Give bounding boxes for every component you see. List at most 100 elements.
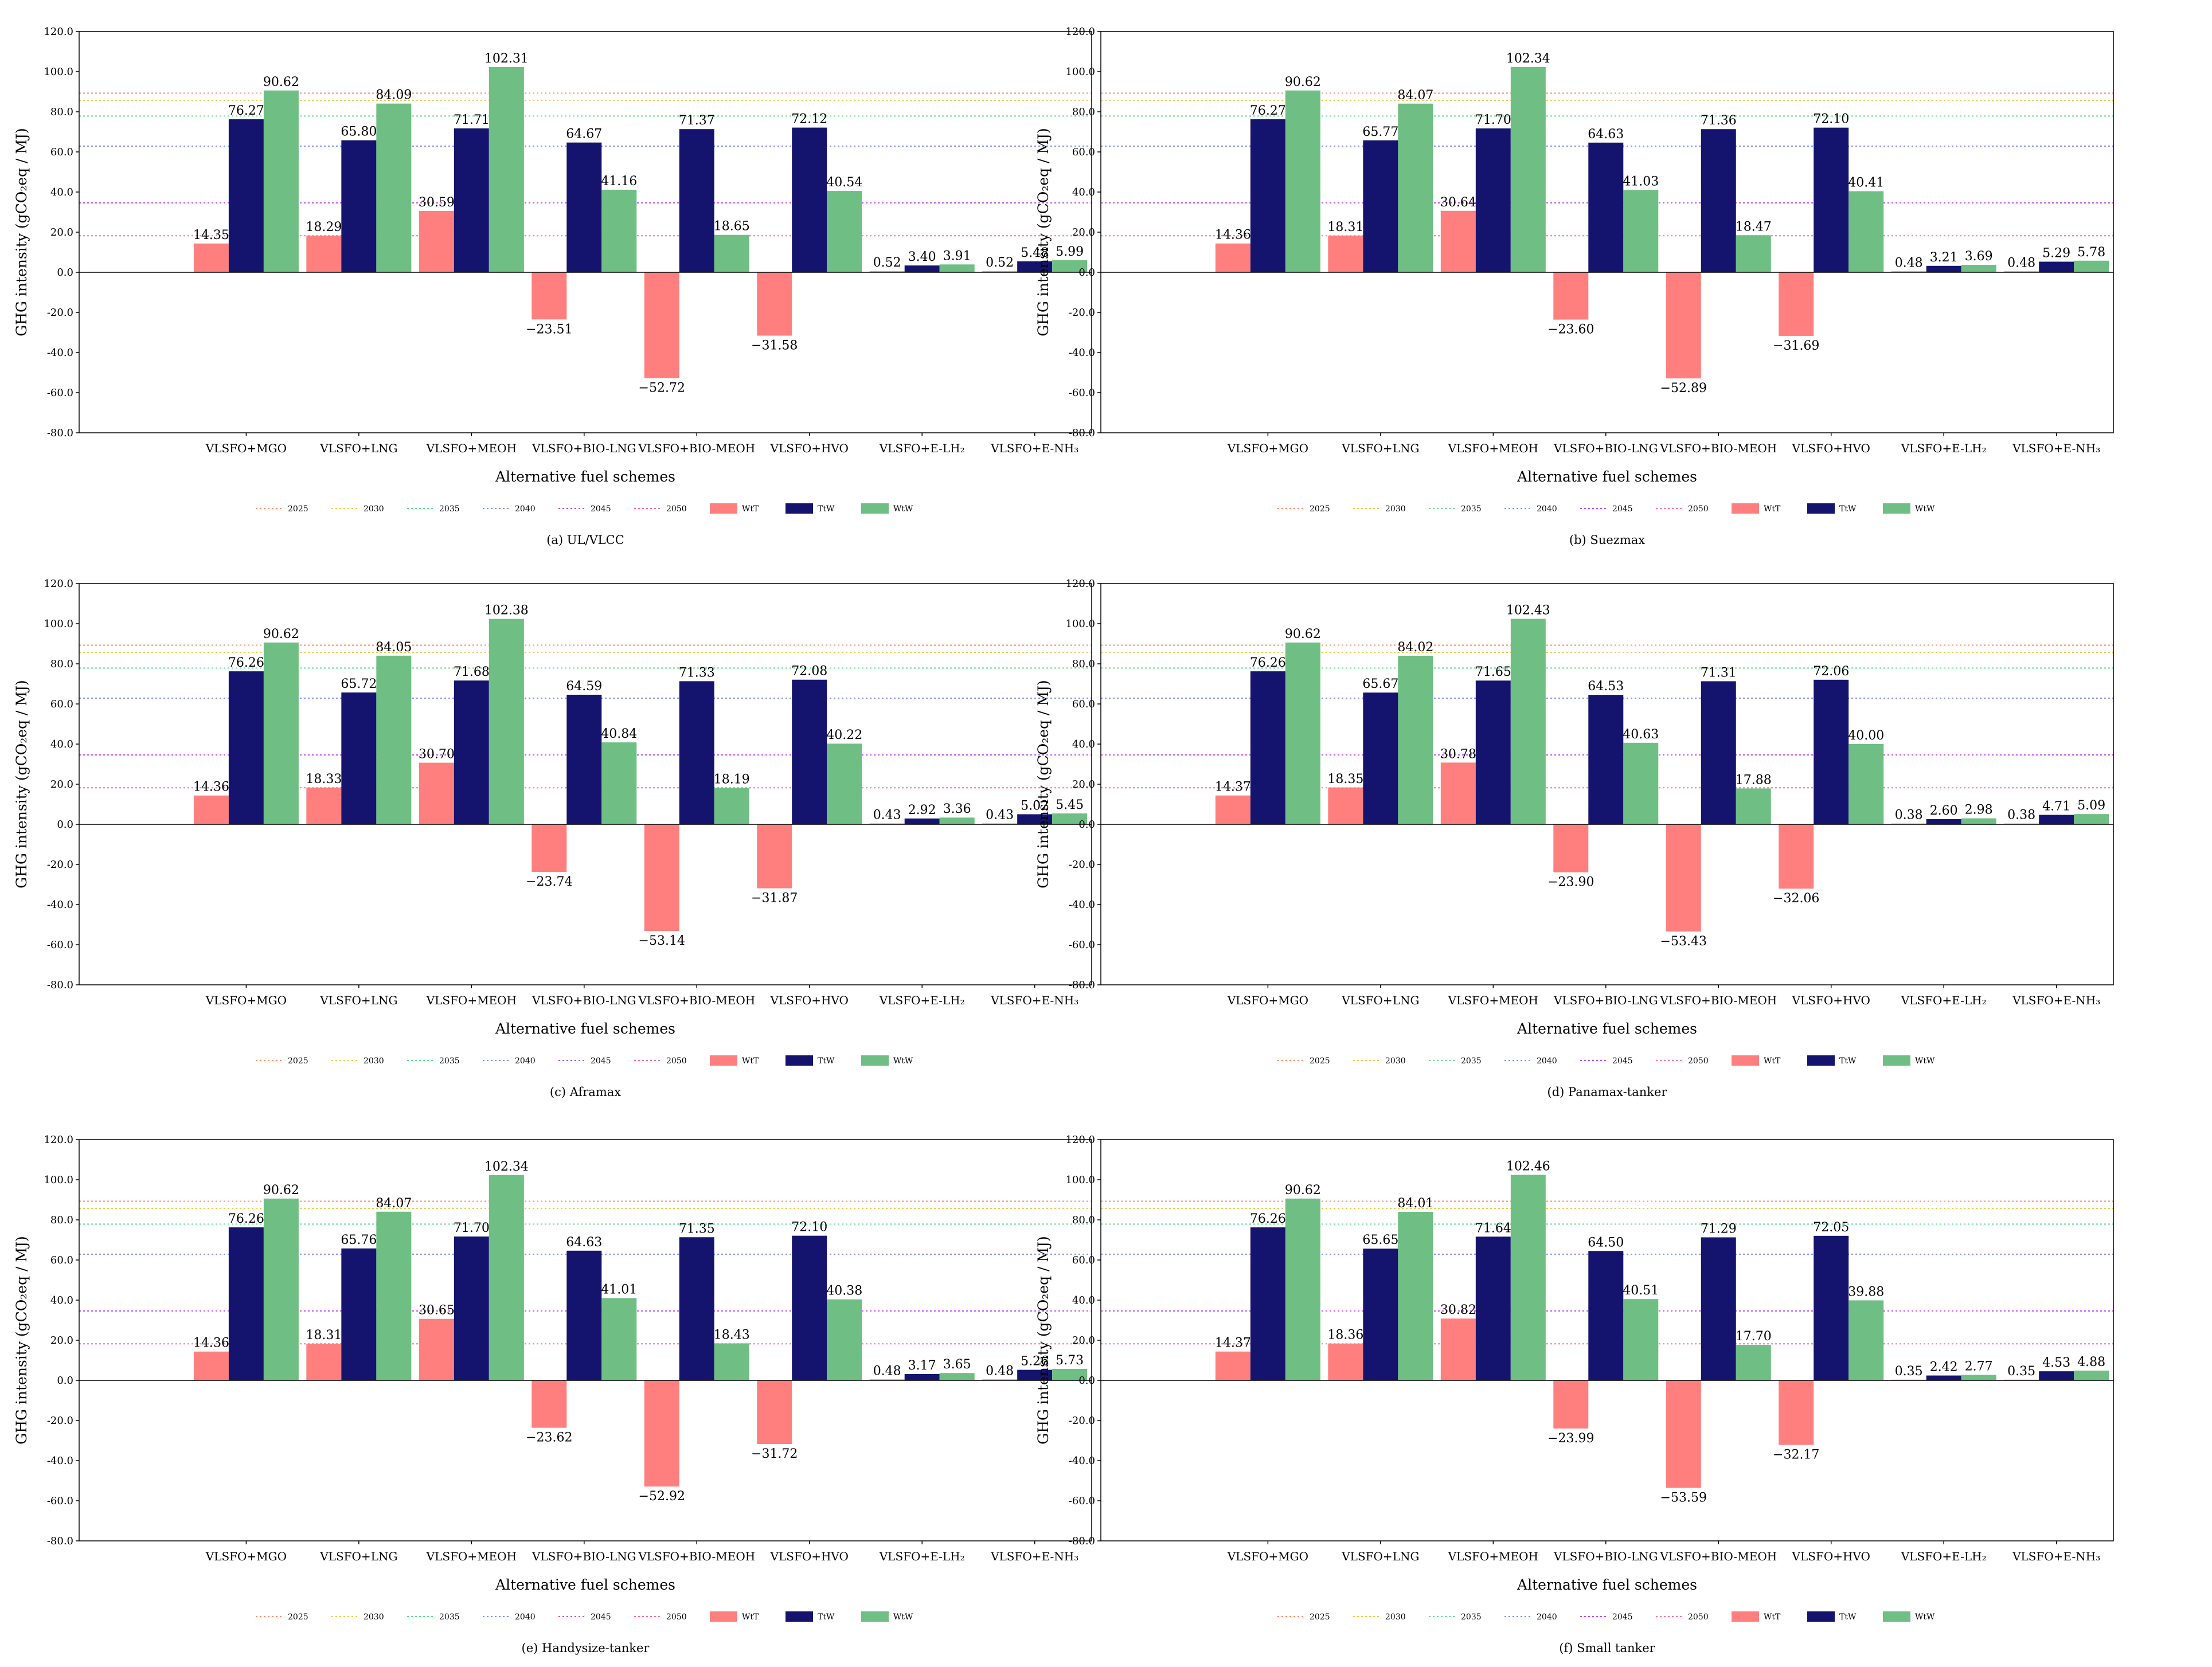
bar-wtw-3	[601, 189, 637, 272]
bar-wtt-1	[306, 787, 342, 824]
legend-swatch-ttw	[1807, 1055, 1835, 1066]
bar-ttw-4	[1701, 1237, 1736, 1380]
data-label-wtw-0: 90.62	[1285, 1183, 1321, 1198]
bar-ttw-1	[1363, 1249, 1398, 1380]
y-tick-label: -20.0	[1069, 859, 1095, 871]
bar-wtw-2	[488, 1175, 524, 1380]
legend-swatch-wtt	[1732, 1611, 1759, 1622]
y-tick-label: 80.0	[50, 106, 73, 118]
data-label-ttw-6: 3.17	[908, 1359, 936, 1373]
bar-wtt-2	[1440, 1318, 1476, 1380]
y-tick-label: -80.0	[47, 979, 73, 991]
data-label-wtw-0: 90.62	[1285, 627, 1321, 641]
data-label-wtw-6: 3.65	[943, 1357, 971, 1372]
bar-wtw-3	[601, 742, 637, 824]
bar-ttw-0	[1250, 119, 1285, 272]
legend-label-2035: 2035	[1461, 1056, 1482, 1066]
y-tick-label: -40.0	[1069, 1455, 1095, 1467]
bar-wtw-6	[1961, 1375, 1996, 1380]
x-tick-label-2: VLSFO+MEOH	[1448, 1549, 1538, 1563]
legend-label-2030: 2030	[364, 1056, 384, 1066]
legend-label-2040: 2040	[515, 1613, 536, 1622]
data-label-ttw-5: 72.10	[1813, 112, 1849, 127]
data-label-ttw-1: 65.77	[1362, 125, 1398, 139]
bar-wtt-5	[1779, 824, 1814, 889]
y-tick-label: 60.0	[1072, 146, 1095, 158]
y-tick-label: 40.0	[50, 738, 73, 750]
data-label-wtw-1: 84.09	[376, 88, 412, 103]
bar-wtt-1	[1328, 787, 1363, 824]
data-label-wtt-7: 0.48	[2007, 256, 2035, 270]
bar-ttw-4	[1701, 129, 1736, 272]
legend-label-wtt: WtT	[742, 1613, 759, 1622]
y-tick-label: 40.0	[50, 1294, 73, 1306]
data-label-ttw-2: 71.70	[454, 1221, 490, 1235]
bar-wtt-3	[531, 824, 567, 872]
y-tick-label: 20.0	[50, 1335, 73, 1347]
data-label-wtw-4: 18.47	[1736, 220, 1772, 234]
data-label-wtw-0: 90.62	[263, 1183, 299, 1198]
data-label-wtt-4: −52.89	[1660, 381, 1707, 396]
y-tick-label: 40.0	[1072, 738, 1095, 750]
bar-wtt-3	[1553, 824, 1589, 872]
legend-label-2025: 2025	[1310, 1056, 1330, 1066]
bar-ttw-7	[2039, 815, 2074, 824]
data-label-ttw-4: 71.31	[1701, 666, 1737, 680]
bar-wtt-2	[1440, 762, 1476, 824]
data-label-wtt-1: 18.29	[306, 220, 342, 234]
bar-wtw-7	[2074, 1370, 2109, 1380]
bar-wtw-3	[1623, 190, 1659, 272]
data-label-ttw-7: 5.26	[1021, 1355, 1049, 1369]
legend-swatch-wtt	[710, 503, 737, 514]
chart-panel-a: 14.35 18.29 30.59 −23.51 −52.72 −31.58 0.52 0.5…	[13, 26, 1092, 547]
data-label-ttw-6: 2.60	[1930, 804, 1958, 818]
data-label-wtt-2: 30.82	[1440, 1303, 1476, 1317]
data-label-wtt-7: 0.43	[986, 808, 1014, 822]
y-tick-label: 20.0	[1072, 226, 1095, 238]
x-tick-label-5: VLSFO+HVO	[1792, 441, 1870, 455]
data-label-wtt-6: 0.52	[873, 256, 901, 270]
bar-wtt-1	[306, 235, 342, 272]
data-label-ttw-3: 64.67	[566, 127, 602, 142]
x-tick-label-4: VLSFO+BIO-MEOH	[1659, 1549, 1777, 1563]
data-label-wtw-4: 18.43	[714, 1328, 750, 1342]
legend-label-wtt: WtT	[742, 1056, 759, 1066]
legend-swatch-wtw	[1883, 1055, 1910, 1066]
bar-wtw-3	[1623, 1299, 1659, 1380]
data-label-ttw-5: 72.12	[791, 112, 827, 127]
data-label-ttw-0: 76.26	[1250, 1212, 1286, 1226]
y-tick-label: 120.0	[1065, 1134, 1095, 1146]
bar-wtt-1	[306, 1343, 342, 1380]
bar-ttw-0	[1250, 1227, 1285, 1380]
data-label-ttw-5: 72.05	[1813, 1220, 1849, 1235]
legend-label-wtw: WtW	[893, 1056, 913, 1066]
y-tick-label: -20.0	[1069, 1415, 1095, 1427]
bar-wtw-1	[376, 1211, 412, 1380]
bar-ttw-4	[679, 1237, 714, 1380]
bar-wtt-0	[1215, 795, 1250, 824]
data-label-wtt-7: 0.52	[986, 256, 1014, 270]
data-label-wtt-2: 30.64	[1440, 195, 1476, 210]
y-tick-label: 40.0	[1072, 1294, 1095, 1306]
bar-wtw-4	[1736, 1345, 1771, 1380]
bar-wtt-4	[644, 824, 679, 931]
data-label-ttw-6: 2.92	[908, 803, 936, 817]
data-label-wtt-4: −52.72	[639, 381, 685, 396]
x-tick-label-4: VLSFO+BIO-MEOH	[638, 441, 755, 455]
data-label-wtt-0: 14.36	[193, 780, 229, 795]
bar-wtw-5	[827, 744, 862, 824]
data-label-wtw-3: 41.01	[601, 1282, 637, 1297]
bar-wtw-0	[1285, 90, 1320, 272]
data-label-ttw-2: 71.64	[1475, 1221, 1511, 1235]
legend-label-ttw: TtW	[1839, 1056, 1857, 1066]
data-label-wtw-5: 40.38	[826, 1284, 862, 1298]
legend-label-wtw: WtW	[893, 1613, 913, 1622]
data-label-wtt-1: 18.35	[1327, 772, 1363, 786]
bar-ttw-2	[1475, 680, 1511, 824]
bar-wtw-1	[1398, 655, 1433, 824]
bar-ttw-2	[454, 1236, 489, 1380]
bar-wtw-5	[1848, 1300, 1884, 1380]
bar-ttw-2	[454, 680, 489, 824]
data-label-wtt-2: 30.70	[419, 748, 455, 762]
y-tick-label: -60.0	[1069, 1495, 1095, 1507]
